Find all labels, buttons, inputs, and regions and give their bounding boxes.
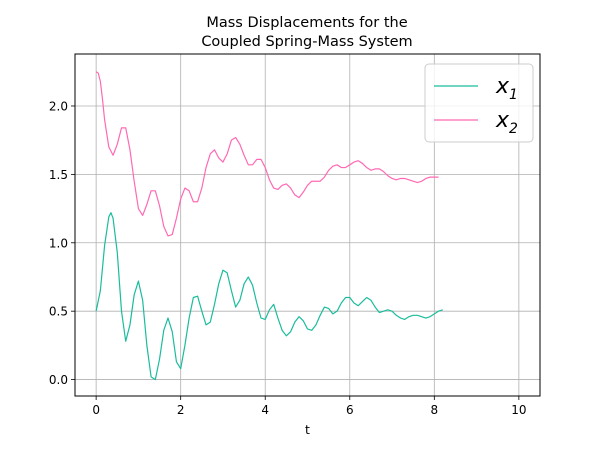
legend-label-x1-sub: 1 xyxy=(509,87,518,103)
y-axis: 0.0 0.5 1.0 1.5 2.0 xyxy=(49,99,75,387)
x-tick-label: 4 xyxy=(261,403,269,417)
x-tick-label: 2 xyxy=(177,403,185,417)
x-tick-label: 0 xyxy=(92,403,100,417)
legend: x1 x2 xyxy=(424,63,534,143)
legend-label-x1: x1 xyxy=(495,74,518,103)
legend-label-x2: x2 xyxy=(495,108,518,137)
series-line-x1 xyxy=(95,212,443,381)
y-tick-label: 1.0 xyxy=(49,236,68,250)
legend-label-x2-base: x xyxy=(495,108,510,133)
y-tick-label: 0.0 xyxy=(49,373,68,387)
y-tick-label: 1.5 xyxy=(49,168,68,182)
x-axis-label: t xyxy=(305,422,310,437)
x-tick-label: 8 xyxy=(430,403,438,417)
plot-frame xyxy=(74,53,541,397)
legend-box xyxy=(424,63,534,143)
title-line-2: Coupled Spring-Mass System xyxy=(201,34,412,50)
y-tick-label: 2.0 xyxy=(49,99,68,113)
legend-label-x1-base: x xyxy=(495,74,510,99)
x-tick-label: 6 xyxy=(346,403,354,417)
title-line-1: Mass Displacements for the xyxy=(206,15,407,31)
y-tick-label: 0.5 xyxy=(49,305,68,319)
x-tick-label: 10 xyxy=(511,403,526,417)
series-layer xyxy=(95,71,443,381)
series-line-x2 xyxy=(95,71,439,237)
legend-label-x2-sub: 2 xyxy=(509,121,518,137)
chart-title: Mass Displacements for the Coupled Sprin… xyxy=(201,15,412,50)
x-axis: 0 2 4 6 8 10 xyxy=(92,396,527,417)
